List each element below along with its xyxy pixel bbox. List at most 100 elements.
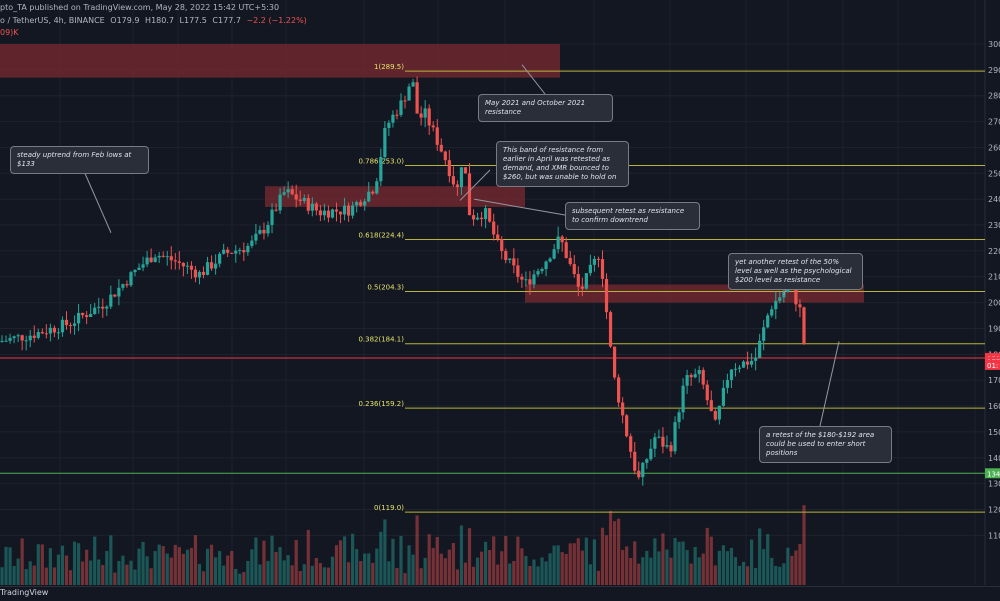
candle-body xyxy=(254,233,258,241)
volume-bar xyxy=(141,541,145,585)
candle-body xyxy=(52,327,57,333)
volume-bar xyxy=(411,554,415,585)
volume-bar xyxy=(246,560,250,585)
candle-body xyxy=(693,374,697,378)
candle-body xyxy=(371,191,375,194)
note-may-2021[interactable]: May 2021 and October 2021 resistance xyxy=(478,94,613,123)
volume-bar xyxy=(230,550,234,585)
candle-body xyxy=(205,262,210,275)
volume-bar xyxy=(121,555,125,585)
candle-body xyxy=(548,258,552,262)
candle-body xyxy=(576,274,580,287)
candle-body xyxy=(165,256,169,258)
volume-bar xyxy=(28,561,32,585)
volume-bar xyxy=(556,545,560,585)
candle-body xyxy=(661,436,665,447)
volume-bar xyxy=(12,565,16,585)
note-short[interactable]: a retest of the $180-$192 area could be … xyxy=(759,426,892,464)
fib-label: 0.5(204.3) xyxy=(367,283,404,291)
volume-bar xyxy=(274,551,278,585)
candle-body xyxy=(214,263,218,269)
volume-bar xyxy=(137,548,141,585)
volume-bar xyxy=(8,547,12,585)
volume-bar xyxy=(338,540,343,585)
volume-bar xyxy=(608,510,613,585)
candle-body xyxy=(173,260,177,262)
candle-body xyxy=(488,208,492,222)
volume-bar xyxy=(16,558,20,585)
volume-bar xyxy=(254,537,258,585)
price-tag-text: 01: xyxy=(987,362,998,370)
volume-bar xyxy=(407,545,411,585)
candle-body xyxy=(93,307,97,314)
volume-bar xyxy=(536,566,540,585)
y-tick-label: 260 xyxy=(988,143,1000,152)
volume-bar xyxy=(298,570,302,585)
note-50-level[interactable]: yet another retest of the 50% level as w… xyxy=(728,253,863,291)
note-uptrend[interactable]: steady uptrend from Feb lows at $133 xyxy=(10,146,149,175)
volume-bar xyxy=(484,541,488,585)
candle-body xyxy=(387,122,391,129)
candle-body xyxy=(556,236,560,250)
candle-body xyxy=(209,262,214,269)
volume-bar xyxy=(403,573,407,585)
candle-body xyxy=(604,278,609,313)
candle-body xyxy=(733,368,738,370)
y-tick-label: 110 xyxy=(988,531,1000,540)
volume-bar xyxy=(201,571,206,585)
volume-bar xyxy=(218,551,222,585)
tradingview-logo: TradingView xyxy=(0,588,49,597)
volume-bar xyxy=(443,558,447,585)
volume-bar xyxy=(617,518,621,585)
volume-readout: 09)K xyxy=(0,28,19,37)
volume-bar xyxy=(322,567,327,585)
candle-body xyxy=(250,240,254,246)
volume-bar xyxy=(653,538,657,585)
candle-body xyxy=(625,415,629,437)
candle-body xyxy=(717,405,721,420)
volume-bar xyxy=(346,562,351,585)
candle-body xyxy=(774,300,778,310)
volume-bar xyxy=(463,562,468,585)
y-tick-label: 130 xyxy=(988,480,1000,489)
candle-body xyxy=(117,287,121,297)
note-retest[interactable]: subsequent retest as resistance to confi… xyxy=(565,202,700,231)
candle-body xyxy=(48,327,52,334)
candle-body xyxy=(677,412,681,423)
candle-body xyxy=(479,217,484,220)
volume-bar xyxy=(778,566,782,585)
volume-bar xyxy=(415,515,419,585)
volume-bar xyxy=(758,528,762,585)
candle-body xyxy=(137,267,141,271)
candle-body xyxy=(157,255,161,258)
note-april-band[interactable]: This band of resistance from earlier in … xyxy=(496,141,629,188)
candle-body xyxy=(294,194,298,200)
candle-body xyxy=(528,279,532,285)
candle-body xyxy=(669,445,673,452)
volume-bar xyxy=(479,551,484,585)
candle-body xyxy=(665,445,669,447)
candle-body xyxy=(544,261,548,270)
candle-body xyxy=(169,256,173,261)
publish-info: pto_TA published on TradingView.com, May… xyxy=(0,3,280,12)
candle-body xyxy=(193,269,198,278)
volume-bar xyxy=(326,567,331,585)
candle-body xyxy=(564,242,568,258)
symbol-label: o / TetherUS, 4h, BINANCE xyxy=(0,16,105,25)
candle-body xyxy=(705,384,709,401)
candle-body xyxy=(399,100,403,115)
candle-body xyxy=(177,261,181,263)
candle-body xyxy=(588,264,592,274)
volume-bar xyxy=(532,559,536,585)
volume-bar xyxy=(310,565,314,585)
price-tags: 17917701:134 xyxy=(985,352,1000,479)
volume-bar xyxy=(363,553,367,585)
y-tick-label: 270 xyxy=(988,118,1000,127)
volume-bar xyxy=(802,505,806,585)
candle-body xyxy=(4,340,8,342)
candle-body xyxy=(403,100,407,102)
volume-bar xyxy=(97,559,101,585)
symbol-info: o / TetherUS, 4h, BINANCE O179.9 H180.7 … xyxy=(0,16,307,25)
candle-body xyxy=(125,284,129,286)
